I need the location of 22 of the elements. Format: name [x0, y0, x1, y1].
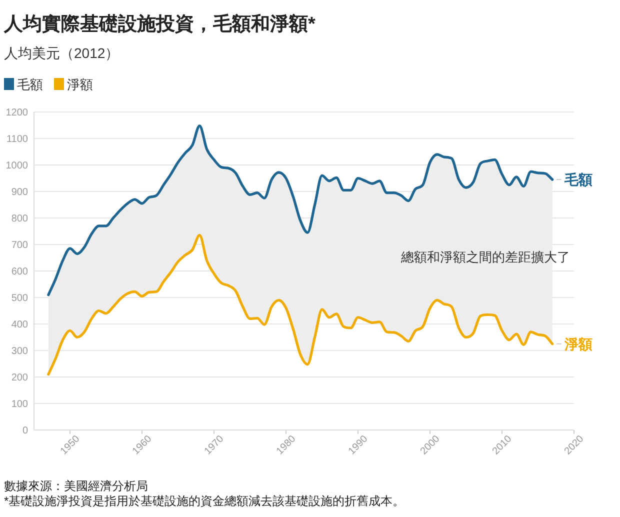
y-tick-label: 1100: [6, 134, 28, 145]
y-tick-label: 400: [11, 320, 28, 330]
text: 數據來源：美國經濟分析局: [4, 479, 148, 493]
y-tick-label: 700: [11, 240, 28, 251]
y-tick-label: 500: [11, 293, 28, 304]
y-tick-label: 300: [11, 346, 28, 357]
y-tick-label: 1200: [6, 108, 28, 118]
text: 毛額: [564, 172, 592, 188]
y-tick-label: 900: [11, 187, 28, 198]
y-tick-label: 600: [11, 266, 28, 278]
y-tick-label: 200: [11, 372, 28, 384]
chart-title: 人均實際基礎設施投資，毛額和淨額*: [3, 13, 316, 35]
chart-subtitle: 人均美元（2012）: [4, 45, 120, 61]
y-tick-label: 0: [22, 426, 28, 436]
y-tick-label: 1000: [6, 160, 28, 172]
text: 淨額: [564, 336, 592, 352]
y-tick-label: 100: [11, 399, 28, 410]
text: *基礎設施淨投資是指用於基礎設施的資金總額減去該基礎設施的折舊成本。: [4, 494, 405, 508]
legend-label: 淨額: [67, 77, 93, 92]
annotation: 總額和淨額之間的差距擴大了: [400, 249, 570, 264]
legend-label: 毛額: [17, 77, 43, 92]
y-tick-label: 800: [11, 214, 28, 224]
